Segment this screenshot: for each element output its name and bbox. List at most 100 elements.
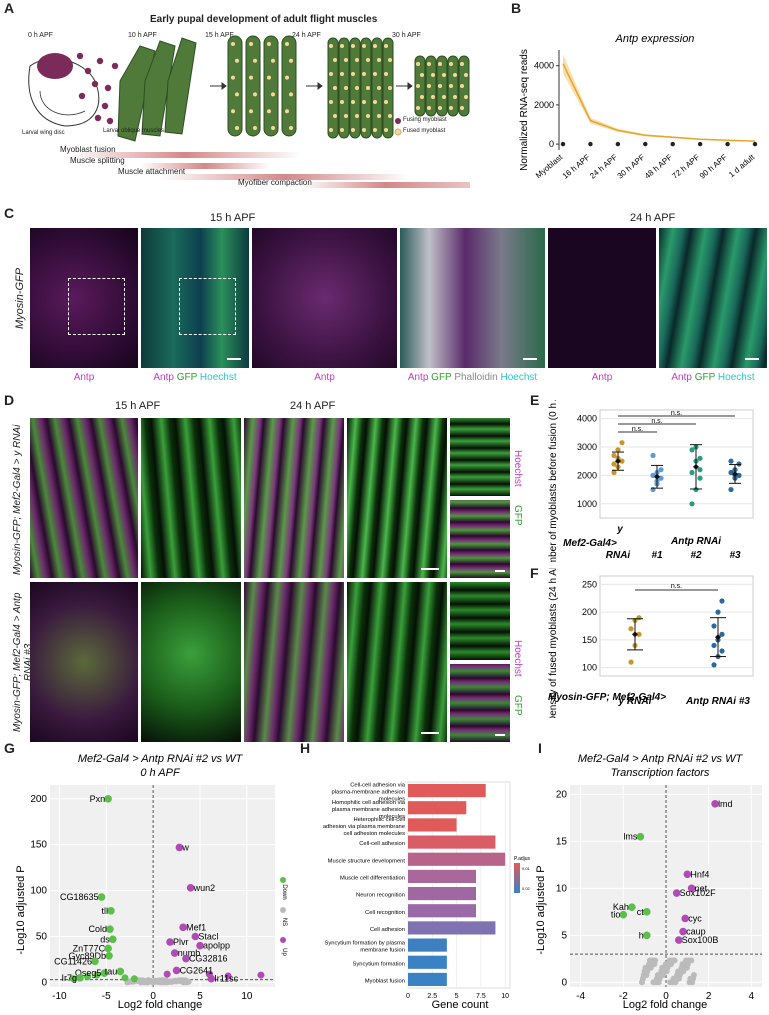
fused-nucleus	[442, 95, 446, 99]
gene-point	[107, 906, 115, 915]
gene-point	[643, 908, 651, 916]
fused-nucleus	[377, 114, 381, 118]
panel-a-schematic	[28, 35, 470, 180]
caption-segment: Hoechst	[199, 372, 237, 383]
h-category-label: Heterophilic cell-cell	[353, 817, 405, 823]
e-mean	[693, 463, 699, 470]
muscle-fiber	[263, 35, 279, 137]
fused-nucleus	[344, 58, 348, 62]
gene-label: Kah	[613, 902, 629, 912]
gene-point	[619, 910, 628, 919]
myoblast-cell	[91, 80, 99, 88]
de-point	[121, 974, 129, 982]
h-bar	[408, 818, 457, 832]
legend-swatch	[280, 877, 286, 883]
e-point	[619, 458, 625, 464]
d-side-gfp-2: GFP	[512, 695, 523, 716]
caption-segment: Antp	[671, 372, 695, 383]
e-xtick-label: #1	[651, 550, 663, 561]
wing-disc-label: Larval wing disc	[22, 130, 65, 136]
fused-nucleus	[377, 86, 381, 90]
h-legend-tick: 0.01	[522, 866, 530, 871]
d-side-gfp-1: GFP	[512, 505, 523, 526]
c-caption-6: Antp GFP Hoechst	[659, 372, 767, 383]
f-ytick-label: 200	[582, 607, 597, 617]
fused-nucleus	[271, 58, 275, 63]
gene-label: Oseg5	[75, 968, 102, 978]
d-time-15h: 15 h APF	[115, 400, 161, 412]
xtick-label: 4	[749, 991, 755, 1002]
fused-nucleus	[235, 92, 239, 97]
b-point	[752, 141, 758, 147]
gene-point	[207, 974, 216, 983]
fused-nucleus	[464, 95, 468, 99]
e-xtick-label: RNAi	[606, 550, 631, 561]
b-series-line	[562, 63, 756, 142]
chart-i-title: Mef2-Gal4 > Antp RNAi #2 vs WT	[578, 753, 744, 765]
ns-point	[181, 979, 188, 986]
h-category-label: cell adhesion molecules	[343, 831, 405, 837]
chart-f-plot: 100 150 200 250 y RNAi Antp RNAi #3 n.s. Myosin…	[548, 575, 754, 707]
c-genotype: Myosin-GFP	[14, 267, 26, 329]
d-img-antp-15h-merge	[30, 582, 138, 742]
h-frame	[407, 781, 511, 989]
muscles-30h	[414, 55, 470, 117]
fused-nucleus	[231, 42, 235, 46]
h-category-label: Neuron recognition	[356, 893, 405, 899]
gene-point	[679, 927, 687, 936]
legend-label: Up	[281, 948, 287, 956]
c-img-merge-15h-zoom	[400, 228, 545, 368]
fused-nucleus	[453, 73, 457, 77]
h-xtick-label: 5	[455, 993, 459, 1000]
gene-label: Stacl	[198, 932, 218, 942]
gene-label: Cold	[88, 924, 107, 934]
ns-point	[687, 975, 694, 982]
h-category-label: plasma membrane adhesion	[332, 807, 405, 813]
muscle-fiber	[281, 35, 297, 137]
b-point	[725, 141, 730, 147]
fused-nucleus	[384, 72, 388, 76]
gene-point	[683, 870, 692, 879]
e-ytick-label: 3000	[577, 442, 597, 452]
panel-a-title: Early pupal development of adult flight …	[150, 14, 378, 25]
h-category-label: Cell-cell adhesion	[359, 841, 405, 847]
e-point	[693, 486, 699, 493]
muscles-15h	[227, 35, 297, 137]
fused-nucleus	[420, 73, 424, 77]
fused-nucleus	[249, 42, 253, 46]
process-bar-attachment	[160, 174, 410, 180]
gene-point	[104, 794, 112, 803]
gene-point	[100, 969, 109, 978]
legend-fusing-label: Fusing myoblast	[403, 117, 447, 123]
c-caption-3: Antp	[252, 372, 397, 383]
gene-label: Sox102F	[680, 888, 717, 898]
h-bar	[408, 869, 476, 883]
myoblast-cell	[84, 67, 92, 75]
fused-nucleus	[340, 72, 344, 76]
myoblast-cell	[104, 84, 112, 92]
fused-nucleus	[438, 106, 442, 110]
fused-nucleus	[340, 100, 344, 104]
e-mean	[654, 473, 660, 480]
xtick-label: -5	[102, 991, 111, 1002]
fused-nucleus	[271, 126, 275, 130]
f-point	[719, 631, 725, 637]
e-point	[650, 452, 656, 459]
ns-point	[667, 979, 674, 986]
h-category-label: Cell adhesion	[370, 927, 405, 933]
chart-g-ylabel: -Log10 adjusted P	[15, 865, 27, 954]
caption-segment: Antp	[73, 372, 95, 383]
stage-24h: 24 h APF	[292, 32, 321, 39]
b-xtick-label: 30 h APF	[616, 153, 647, 181]
fused-nucleus	[449, 62, 453, 66]
myoblast-cell	[106, 117, 114, 125]
fused-nucleus	[420, 95, 424, 99]
gene-point	[170, 949, 179, 957]
fused-nucleus	[329, 128, 333, 132]
h-category-label: Syncytium formation	[352, 961, 405, 967]
de-point	[224, 972, 232, 980]
fused-nucleus	[416, 62, 420, 66]
fused-nucleus	[344, 86, 348, 90]
h-bar	[408, 955, 447, 969]
